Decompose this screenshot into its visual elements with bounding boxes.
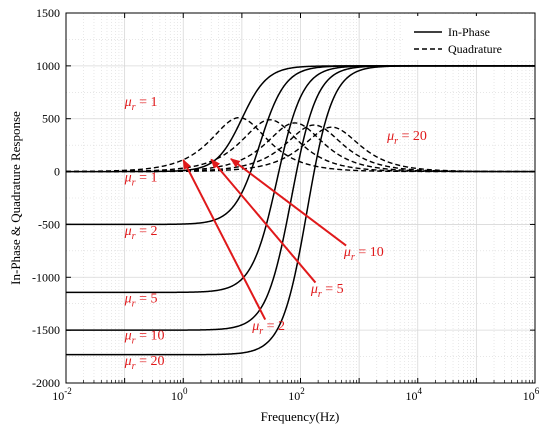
y-tick-label: -1000	[32, 270, 60, 284]
annotation-label-1: μr = 1	[124, 95, 158, 113]
x-tick-label: 100	[171, 386, 188, 403]
annotation-label-5: μr = 5	[124, 292, 158, 310]
legend-label-in-phase: In-Phase	[448, 25, 490, 39]
y-tick-label: -1500	[32, 323, 60, 337]
annotation-label-9: μr = 5	[310, 282, 344, 300]
legend: In-Phase Quadrature	[404, 16, 533, 60]
y-tick-label: -2000	[32, 376, 60, 390]
in-phase-curve-5	[66, 65, 535, 356]
quadrature-curve-2	[66, 119, 535, 173]
x-tick-label: 106	[523, 386, 540, 403]
quadrature-curve-4	[66, 124, 535, 173]
annotation-label-8: μr = 10	[343, 245, 384, 263]
annotations: μr = 1 μr = 20 μr = 1 μr = 2 μr = 5 μr = 10 μr…	[124, 95, 427, 372]
y-tick-label: 500	[42, 112, 60, 126]
x-tick-label: 104	[406, 386, 423, 403]
annotation-label-2: μr = 20	[386, 129, 427, 147]
annotation-arrow-1	[230, 158, 347, 247]
quadrature-curve-1	[66, 116, 535, 173]
x-tick-label: 102	[288, 386, 305, 403]
annotation-label-6: μr = 10	[124, 329, 165, 347]
y-tick-label: 1500	[36, 6, 60, 20]
y-tick-label: -500	[38, 217, 60, 231]
y-tick-label: 1000	[36, 59, 60, 73]
x-axis-title: Frequency(Hz)	[261, 409, 340, 424]
annotation-label-10: μr = 2	[251, 319, 285, 337]
ticks: -2000 -1500 -1000 -500 0 500 1000 1500 10-2 100 10…	[32, 6, 540, 403]
annotation-arrow-3	[182, 159, 267, 321]
legend-label-quadrature: Quadrature	[448, 42, 502, 56]
y-axis-title: In-Phase & Quadrature Response	[8, 111, 23, 285]
x-tick-label: 10-2	[52, 386, 72, 403]
curves	[66, 65, 535, 356]
y-tick-label: 0	[54, 165, 60, 179]
legend-box	[404, 16, 533, 60]
annotation-label-7: μr = 20	[124, 354, 165, 372]
annotation-label-4: μr = 2	[124, 224, 158, 242]
annotation-arrow-2	[210, 158, 317, 284]
annotation-label-3: μr = 1	[124, 171, 158, 189]
